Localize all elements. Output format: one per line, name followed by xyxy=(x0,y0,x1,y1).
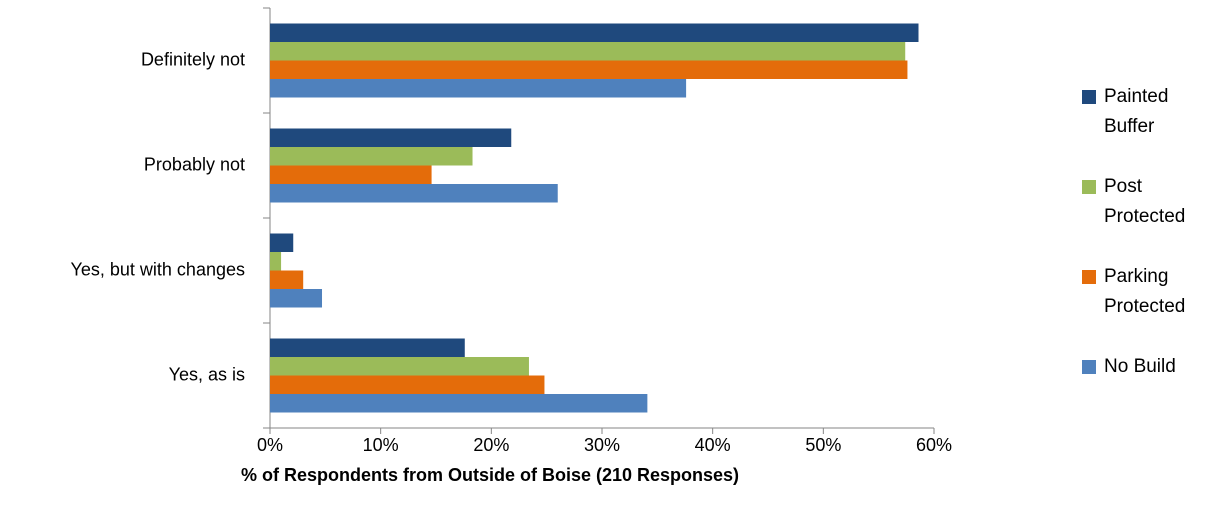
bar xyxy=(270,252,282,271)
bar xyxy=(270,375,545,394)
legend-label: No Build xyxy=(1104,356,1176,377)
bar xyxy=(270,233,294,252)
y-tick-label: Yes, but with changes xyxy=(71,259,245,279)
x-axis-title: % of Respondents from Outside of Boise (… xyxy=(241,465,739,485)
legend-item: Painted Buffer xyxy=(1080,82,1210,172)
legend-item: No Build xyxy=(1080,352,1210,442)
legend-swatch xyxy=(1082,180,1096,194)
bar xyxy=(270,394,648,413)
bar xyxy=(270,184,558,203)
bar xyxy=(270,338,465,357)
x-tick-label: 0% xyxy=(257,435,283,455)
bar xyxy=(270,357,529,376)
legend-item: Post Protected xyxy=(1080,172,1210,262)
y-tick-label: Definitely not xyxy=(141,49,245,69)
bar xyxy=(270,165,432,184)
legend: Painted Buffer Post Protected Parking Prot… xyxy=(1080,82,1210,442)
x-tick-label: 10% xyxy=(363,435,399,455)
x-tick-label: 40% xyxy=(695,435,731,455)
x-tick-label: 20% xyxy=(473,435,509,455)
legend-swatch xyxy=(1082,270,1096,284)
bar xyxy=(270,42,906,61)
x-tick-label: 30% xyxy=(584,435,620,455)
x-tick-label: 50% xyxy=(805,435,841,455)
bar xyxy=(270,147,473,166)
bar xyxy=(270,23,919,42)
legend-item: Parking Protected xyxy=(1080,262,1210,352)
legend-label: Post Protected xyxy=(1104,176,1186,227)
legend-label: Painted Buffer xyxy=(1104,86,1169,137)
legend-swatch xyxy=(1082,360,1096,374)
legend-swatch xyxy=(1082,90,1096,104)
bar xyxy=(270,60,908,79)
y-tick-label: Probably not xyxy=(144,154,245,174)
bar xyxy=(270,270,304,289)
y-tick-label: Yes, as is xyxy=(169,364,245,384)
bar xyxy=(270,128,512,147)
bar xyxy=(270,79,687,98)
legend-label: Parking Protected xyxy=(1104,266,1186,317)
x-tick-label: 60% xyxy=(916,435,952,455)
bar xyxy=(270,289,323,308)
